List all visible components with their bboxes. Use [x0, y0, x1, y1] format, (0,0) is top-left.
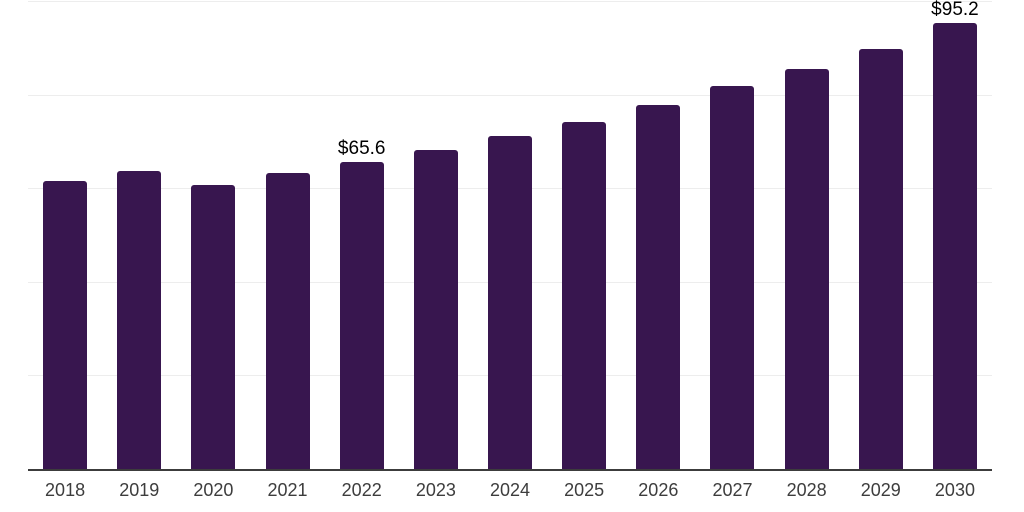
bar-band-2030: $95.2: [918, 0, 992, 469]
x-tick-label-2021: 2021: [267, 480, 308, 500]
value-label-2022: $65.6: [337, 138, 386, 159]
x-tick-label-2030: 2030: [934, 480, 975, 500]
x-tick-label-2022: 2022: [341, 480, 382, 500]
x-tick-label-2025: 2025: [564, 480, 605, 500]
bar-2027: [710, 86, 755, 469]
gridline-80: [28, 94, 992, 96]
bar-2028: [784, 69, 829, 469]
plot-area: $65.6 $95.2: [28, 0, 992, 469]
bar-band-2019: [102, 1, 176, 469]
bar-2025: [562, 121, 607, 469]
gridline-100: [28, 1, 992, 2]
value-label-2030: $95.2: [931, 0, 979, 21]
bar-band-2020: [176, 1, 250, 469]
bar-2029: [858, 48, 903, 469]
x-tick-label-2019: 2019: [119, 480, 160, 500]
plot-bands: $65.6 $95.2: [28, 0, 992, 469]
bar-band-2026: [621, 1, 695, 469]
bar-2020: [191, 184, 236, 469]
bar-2024: [488, 135, 533, 469]
x-tick-label-2028: 2028: [786, 480, 827, 500]
x-tick-label-2027: 2027: [712, 480, 753, 500]
bar-band-2029: [844, 1, 918, 469]
bar-band-2024: [473, 1, 547, 469]
x-tick-label-2026: 2026: [638, 480, 679, 500]
bar-2021: [265, 173, 310, 469]
bar-2022: [339, 162, 384, 469]
x-tick-label-2020: 2020: [193, 480, 234, 500]
bar-band-2027: [695, 1, 769, 469]
bar-band-2023: [399, 1, 473, 469]
bar-2019: [117, 171, 162, 469]
bar-band-2025: [547, 1, 621, 469]
bar-band-2021: [250, 1, 324, 469]
bar-2030: [932, 23, 977, 469]
bar-band-2028: [770, 1, 844, 469]
x-tick-label-2024: 2024: [489, 480, 531, 500]
x-tick-label-2018: 2018: [45, 480, 86, 500]
bar-band-2018: [28, 1, 102, 469]
bar-band-2022: $65.6: [325, 1, 399, 469]
x-axis-tick-labels: 2018 2019 2020 2021 2022 2023 2024 2025 2026 2027…: [28, 480, 992, 501]
bar-2018: [43, 180, 88, 469]
x-tick-label-2029: 2029: [860, 480, 901, 500]
bar-2023: [413, 150, 458, 469]
bar-2026: [636, 104, 681, 469]
x-axis-line: [28, 469, 992, 471]
x-tick-label-2023: 2023: [415, 480, 456, 500]
